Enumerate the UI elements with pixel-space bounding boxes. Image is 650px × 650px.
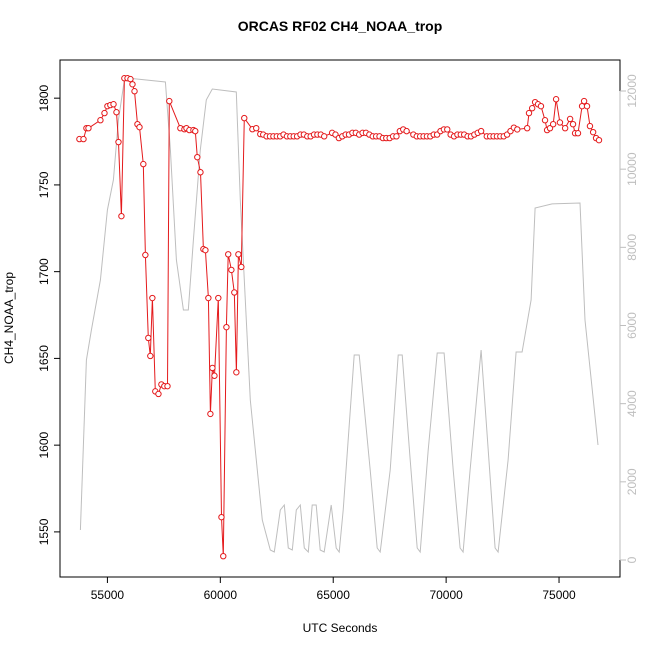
data-point	[549, 120, 557, 128]
y2-tick-label: 0	[625, 556, 639, 563]
data-point	[145, 334, 152, 342]
data-point	[241, 114, 248, 122]
data-point	[233, 369, 240, 376]
data-point	[561, 124, 569, 132]
data-point	[589, 128, 597, 136]
x-tick-label: 60000	[204, 588, 238, 602]
data-point	[225, 251, 232, 258]
data-point	[320, 133, 328, 140]
data-point	[556, 119, 564, 126]
data-point	[541, 117, 549, 124]
x-tick-label: 55000	[91, 588, 125, 602]
data-point	[580, 97, 588, 105]
x-tick-label: 75000	[542, 588, 576, 602]
data-point	[118, 212, 125, 220]
x-tick-label: 70000	[429, 588, 463, 602]
data-point	[223, 323, 230, 331]
data-point	[85, 124, 92, 132]
data-point	[569, 120, 577, 128]
y2-tick-label: 6000	[625, 312, 639, 339]
data-point	[595, 136, 603, 144]
data-point	[127, 75, 134, 83]
x-axis-label: UTC Seconds	[303, 621, 378, 635]
data-point	[403, 127, 410, 135]
y2-tick-label: 8000	[625, 234, 639, 261]
data-point	[238, 263, 245, 271]
data-point	[115, 138, 122, 146]
data-point	[228, 266, 235, 274]
data-point	[525, 109, 533, 117]
data-point	[166, 97, 173, 105]
data-point	[101, 109, 108, 117]
data-point	[546, 124, 554, 132]
data-point	[197, 169, 204, 176]
data-point	[110, 101, 117, 108]
y2-tick-label: 12000	[625, 74, 639, 108]
data-point	[97, 117, 104, 124]
y-axis-label: CH4_NOAA_trop	[2, 272, 16, 364]
y-tick-label: 1600	[37, 431, 51, 458]
data-point	[142, 251, 149, 259]
y2-tick-label: 10000	[625, 152, 639, 186]
data-point	[164, 382, 171, 390]
data-point	[586, 122, 594, 130]
data-point	[131, 88, 138, 95]
data-point	[136, 123, 143, 131]
data-point	[211, 372, 218, 379]
data-point	[140, 160, 147, 168]
data-point	[393, 133, 400, 140]
data-point	[80, 135, 87, 143]
x-tick-label: 65000	[317, 588, 351, 602]
data-point	[149, 294, 156, 302]
data-point	[209, 364, 216, 372]
data-point	[218, 513, 225, 521]
y2-tick-label: 2000	[625, 468, 639, 495]
y-tick-label: 1750	[37, 171, 51, 198]
data-point	[192, 127, 199, 135]
y-tick-label: 1550	[37, 518, 51, 545]
data-point	[147, 352, 154, 360]
data-point	[155, 390, 162, 398]
data-point	[528, 105, 536, 112]
data-point	[444, 126, 451, 133]
data-point	[574, 130, 582, 137]
y-tick-label: 1800	[37, 84, 51, 111]
data-point	[583, 102, 591, 110]
chart-title: ORCAS RF02 CH4_NOAA_trop	[238, 18, 443, 34]
data-point	[253, 124, 260, 132]
data-point	[552, 96, 560, 103]
data-point	[477, 127, 485, 135]
data-point	[202, 246, 209, 254]
y2-tick-label: 4000	[625, 390, 639, 417]
data-point	[235, 251, 242, 258]
y-tick-label: 1700	[37, 258, 51, 285]
data-point	[514, 126, 521, 133]
data-point	[523, 124, 531, 132]
series-line	[79, 77, 599, 554]
data-point	[129, 81, 136, 88]
data-point	[194, 153, 201, 161]
y-tick-label: 1650	[37, 345, 51, 372]
data-point	[215, 294, 222, 302]
data-point	[566, 115, 574, 123]
data-point	[220, 552, 227, 560]
data-point	[537, 102, 545, 110]
data-point	[113, 109, 120, 116]
data-point	[231, 289, 238, 296]
data-point	[207, 410, 214, 418]
data-point	[205, 294, 212, 302]
